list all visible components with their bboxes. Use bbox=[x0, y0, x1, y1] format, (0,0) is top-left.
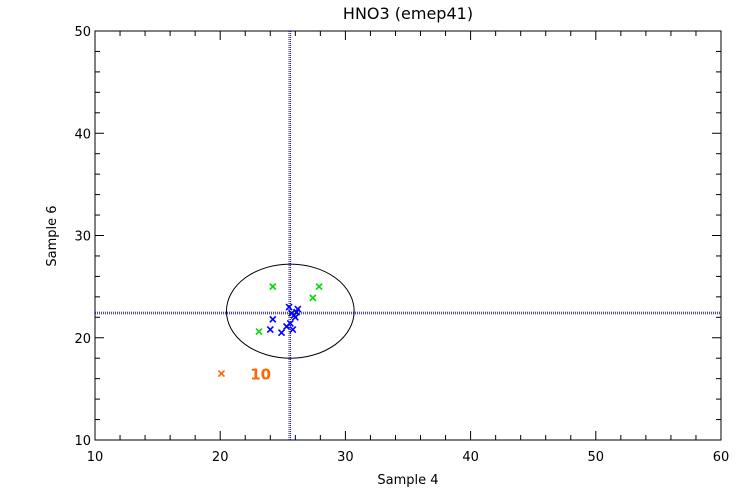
data-point bbox=[269, 315, 277, 323]
confidence-ellipse bbox=[225, 263, 355, 359]
chart-title: HNO3 (emep41) bbox=[343, 4, 473, 23]
y-tick-label: 30 bbox=[74, 230, 91, 245]
data-point bbox=[217, 369, 226, 378]
y-axis-label: Sample 6 bbox=[45, 205, 60, 266]
data-point bbox=[277, 329, 286, 337]
data-point bbox=[294, 305, 302, 313]
x-axis-label: Sample 4 bbox=[377, 473, 438, 488]
y-tick-label: 50 bbox=[74, 25, 91, 40]
data-point bbox=[309, 294, 317, 302]
data-point bbox=[286, 319, 294, 328]
data-point bbox=[266, 326, 274, 334]
data-point bbox=[255, 328, 263, 336]
x-tick-label: 10 bbox=[87, 450, 104, 465]
plot-frame bbox=[94, 30, 722, 441]
x-tick-label: 30 bbox=[337, 450, 354, 465]
point-annotation: 10 bbox=[250, 366, 271, 384]
x-tick-label: 20 bbox=[212, 450, 229, 465]
x-tick-label: 50 bbox=[588, 450, 605, 465]
y-tick-label: 10 bbox=[74, 434, 91, 449]
x-tick-label: 40 bbox=[462, 450, 479, 465]
data-point bbox=[269, 283, 277, 291]
x-tick-label: 60 bbox=[713, 450, 730, 465]
y-tick-label: 20 bbox=[74, 332, 91, 347]
data-point bbox=[315, 283, 323, 291]
data-point bbox=[291, 313, 299, 321]
data-point bbox=[285, 303, 293, 311]
y-tick-label: 40 bbox=[74, 127, 91, 142]
data-point bbox=[289, 326, 297, 334]
